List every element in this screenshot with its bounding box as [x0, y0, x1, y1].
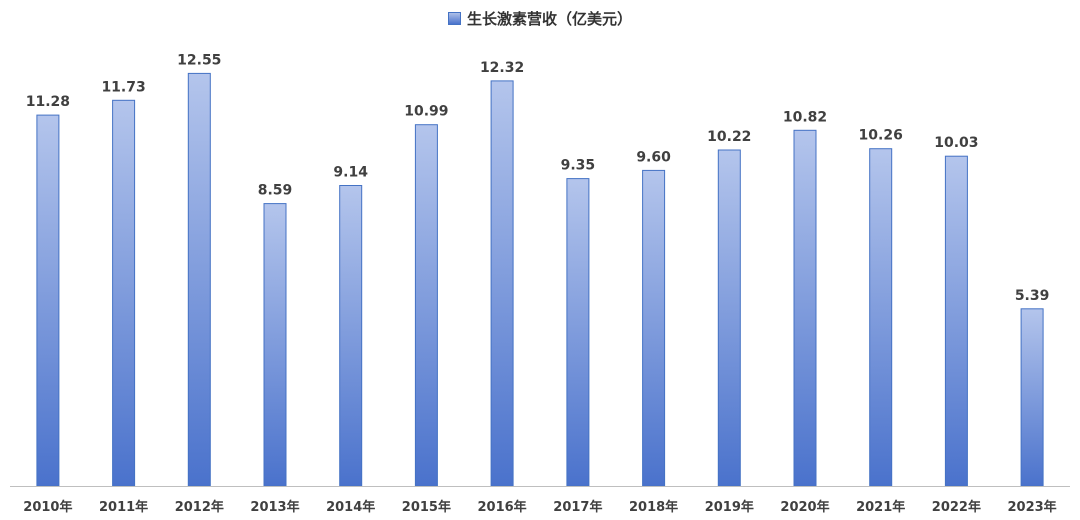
category-label: 2023年: [1008, 499, 1057, 515]
category-labels-group: 2010年 2011年 2012年 2013年 2014年 2015年 2016年 2017年…: [23, 499, 1056, 515]
value-label: 9.35: [561, 158, 596, 174]
value-label: 12.32: [480, 60, 524, 76]
value-label: 9.60: [636, 149, 671, 165]
bar-2023年: [1020, 308, 1044, 487]
bar-2015年: [414, 124, 438, 487]
value-label: 10.22: [707, 129, 751, 145]
bar-2011年: [112, 99, 136, 487]
bar-2018年: [642, 169, 666, 487]
bar-2014年: [339, 185, 363, 487]
value-labels-group: 11.28 11.73 12.55 8.59 9.14 10.99 12.32 9.35 9.6…: [26, 52, 1050, 303]
value-label: 8.59: [258, 183, 293, 199]
category-label: 2013年: [250, 499, 299, 515]
chart-legend: 生长激素营收（亿美元）: [0, 8, 1080, 29]
bars-group: [36, 72, 1044, 487]
category-label: 2011年: [99, 499, 148, 515]
bar-2021年: [869, 148, 893, 487]
bar-2022年: [944, 155, 968, 487]
category-label: 2018年: [629, 499, 678, 515]
value-label: 10.26: [859, 128, 903, 144]
bar-2019年: [717, 149, 741, 487]
category-label: 2012年: [175, 499, 224, 515]
value-label: 12.55: [177, 52, 221, 68]
value-label: 11.73: [101, 79, 145, 95]
value-label: 10.82: [783, 109, 827, 125]
value-label: 9.14: [333, 165, 368, 181]
category-label: 2010年: [23, 499, 72, 515]
value-label: 10.03: [934, 135, 978, 151]
value-label: 5.39: [1015, 288, 1050, 304]
category-label: 2015年: [402, 499, 451, 515]
value-label: 10.99: [404, 104, 448, 120]
category-label: 2020年: [780, 499, 829, 515]
legend-swatch: [447, 12, 461, 25]
bar-2020年: [793, 129, 817, 487]
category-label: 2022年: [932, 499, 981, 515]
category-label: 2017年: [553, 499, 602, 515]
bar-2013年: [263, 203, 287, 487]
legend-label: 生长激素营收（亿美元）: [466, 10, 632, 28]
bar-2012年: [187, 72, 211, 487]
bar-2010年: [36, 114, 60, 487]
category-label: 2021年: [856, 499, 905, 515]
category-label: 2014年: [326, 499, 375, 515]
bar-2016年: [490, 80, 514, 487]
value-label: 11.28: [26, 94, 70, 110]
bar-2017年: [566, 178, 590, 487]
category-label: 2019年: [705, 499, 754, 515]
category-label: 2016年: [478, 499, 527, 515]
